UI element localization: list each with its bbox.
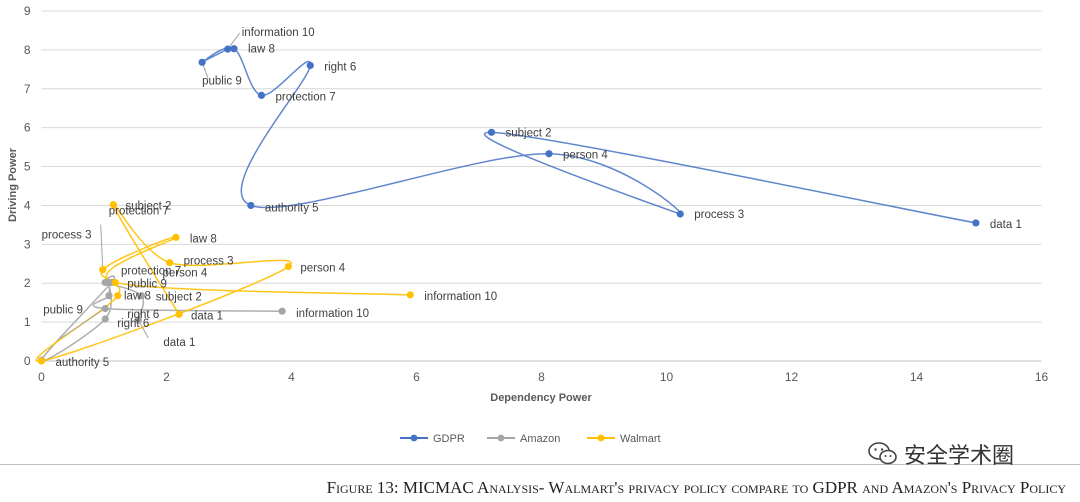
walmart-point-information-10 [406,291,414,299]
amazon-data-label: law 8 [124,291,151,303]
walmart-data-label: law 8 [190,233,217,245]
amazon-point-subject-2 [137,292,146,300]
gdpr-data-label: right 6 [324,61,356,73]
x-tick-label: 14 [910,370,924,384]
gridlines [41,10,1042,362]
y-tick-label: 0 [24,354,31,368]
walmart-data-label: process 3 [42,230,92,242]
legend-entry: GDPR [433,433,465,445]
gdpr-point-protection-7 [257,91,266,99]
y-tick-label: 8 [24,43,31,57]
watermark: 安全学术圈 [868,438,1014,470]
gdpr-point-law-8 [230,45,238,53]
legend: GDPR Amazon Walmart [400,433,661,445]
y-tick-label: 5 [24,160,31,174]
figure-caption: Figure 13: MICMAC Analysis- Walmart's pr… [326,478,1066,497]
walmart-data-label: process 3 [184,256,234,268]
amazon-data-label: public 9 [43,305,83,317]
walmart-point-right-6 [114,292,122,300]
y-tick-label: 1 [24,315,31,329]
series-points [37,45,980,365]
walmart-point-protection-7 [99,266,107,274]
x-tick-label: 12 [785,370,799,384]
gdpr-data-label: information 10 [242,27,315,39]
gdpr-point-information-10 [224,45,232,53]
gdpr-point-data-1 [972,219,980,227]
x-tick-label: 8 [538,370,545,384]
walmart-series-line [35,203,411,362]
gdpr-data-label: person 4 [563,150,608,162]
caption-rule [0,464,1080,465]
wechat-icon [868,442,897,465]
x-tick-label: 6 [413,370,420,384]
amazon-point-right-6 [101,315,109,323]
gdpr-point-authority-5 [247,201,255,210]
y-axis-title: Driving Power [7,147,19,222]
x-tick-label: 16 [1035,370,1049,384]
label-leader [100,224,104,270]
legend-entry: Amazon [520,433,560,445]
gdpr-point-right-6 [306,61,314,70]
watermark-text: 安全学术圈 [904,444,1015,469]
y-tick-label: 9 [24,4,31,18]
amazon-data-label: person 4 [163,267,208,279]
y-tick-label: 6 [24,121,31,135]
walmart-point-authority-5 [37,357,46,365]
gdpr-data-label: authority 5 [265,202,319,214]
walmart-data-label: information 10 [424,291,497,303]
gdpr-data-label: process 3 [694,209,744,221]
legend-entry: Walmart [620,433,661,445]
gdpr-point-process-3 [676,210,684,218]
gdpr-point-subject-2 [487,128,496,136]
walmart-data-label: person 4 [300,263,345,275]
walmart-point-public-9 [111,278,119,287]
gdpr-series-line [201,46,977,224]
amazon-point-public-9 [101,304,109,313]
amazon-data-label: information 10 [296,308,369,320]
amazon-data-label: right 6 [117,318,149,330]
legend-marker [597,434,605,442]
y-tick-label: 7 [24,82,31,96]
amazon-point-protection-7 [105,278,113,287]
x-tick-label: 10 [660,370,674,384]
gdpr-data-label: subject 2 [506,127,552,139]
legend-marker [410,434,418,442]
amazon-point-information-10 [278,307,286,315]
amazon-data-label: right 6 [127,309,159,321]
y-tick-label: 2 [24,276,31,290]
gdpr-data-label: protection 7 [276,91,336,103]
walmart-data-label: subject 2 [156,292,202,304]
x-axis-title: Dependency Power [490,392,592,404]
amazon-data-label: protection 7 [121,265,181,277]
walmart-data-label: protection 7 [109,206,169,218]
gdpr-data-label: law 8 [248,44,275,56]
amazon-point-data-1 [134,316,142,324]
gdpr-point-person-4 [545,150,553,158]
walmart-point-data-1 [175,310,183,318]
walmart-data-label: data 1 [191,310,223,322]
gdpr-point-public-9 [198,58,206,66]
gdpr-data-label: public 9 [202,75,242,87]
x-tick-label: 4 [288,370,295,384]
walmart-point-process-3 [166,259,174,267]
walmart-data-label: subject 2 [125,201,171,213]
walmart-point-person-4 [284,262,292,271]
walmart-point-subject-2 [109,201,117,209]
x-tick-label: 0 [38,370,45,384]
label-leader [59,308,106,339]
walmart-data-label: public 9 [127,278,167,290]
gdpr-data-label: data 1 [990,219,1022,231]
x-tick-label: 2 [163,370,170,384]
y-tick-label: 3 [24,237,31,251]
walmart-data-label: authority 5 [56,357,110,369]
y-tick-label: 4 [24,198,31,212]
amazon-data-label: data 1 [163,337,195,349]
legend-marker [497,434,505,442]
walmart-point-law-8 [172,233,180,241]
amazon-point-law-8 [105,292,113,300]
